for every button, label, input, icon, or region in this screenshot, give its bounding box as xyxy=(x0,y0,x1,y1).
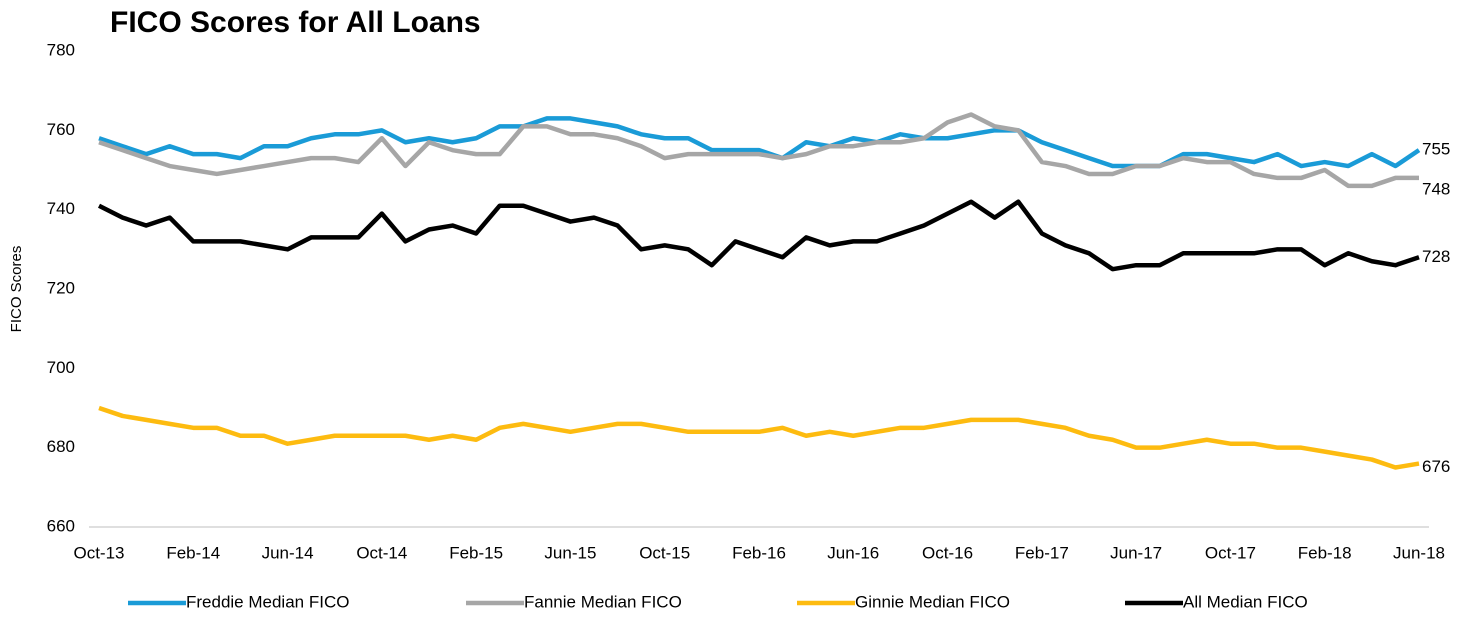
chart-title: FICO Scores for All Loans xyxy=(110,6,481,39)
x-tick-label: Jun-16 xyxy=(827,543,879,562)
x-tick-label: Jun-17 xyxy=(1110,543,1162,562)
x-tick-label: Jun-15 xyxy=(544,543,596,562)
y-tick-label: 760 xyxy=(47,120,75,139)
y-tick-label: 680 xyxy=(47,437,75,456)
y-tick-label: 740 xyxy=(47,199,75,218)
x-tick-label: Feb-14 xyxy=(166,543,220,562)
y-tick-label: 700 xyxy=(47,358,75,377)
end-label: 748 xyxy=(1422,179,1450,198)
series-line xyxy=(98,405,1420,470)
legend-label: Freddie Median FICO xyxy=(186,592,349,611)
series-line xyxy=(97,199,1420,272)
end-label: 728 xyxy=(1422,247,1450,266)
y-tick-label: 780 xyxy=(47,40,75,59)
legend-label: Fannie Median FICO xyxy=(524,592,682,611)
x-tick-label: Oct-17 xyxy=(1205,543,1256,562)
x-tick-label: Oct-16 xyxy=(922,543,973,562)
x-tick-label: Oct-14 xyxy=(356,543,407,562)
end-label: 755 xyxy=(1422,140,1450,159)
x-tick-label: Feb-16 xyxy=(732,543,786,562)
legend-label: All Median FICO xyxy=(1183,592,1308,611)
x-tick-label: Feb-18 xyxy=(1298,543,1352,562)
y-axis-label: FICO Scores xyxy=(8,246,25,333)
series-line xyxy=(98,112,1419,189)
y-tick-label: 660 xyxy=(47,516,75,535)
series-line xyxy=(98,116,1421,169)
x-tick-label: Oct-13 xyxy=(73,543,124,562)
x-tick-label: Jun-18 xyxy=(1393,543,1445,562)
end-label: 676 xyxy=(1422,457,1450,476)
x-tick-label: Oct-15 xyxy=(639,543,690,562)
legend-label: Ginnie Median FICO xyxy=(855,592,1010,611)
x-tick-label: Jun-14 xyxy=(262,543,314,562)
x-tick-label: Feb-17 xyxy=(1015,543,1069,562)
y-tick-label: 720 xyxy=(47,278,75,297)
x-tick-label: Feb-15 xyxy=(449,543,503,562)
